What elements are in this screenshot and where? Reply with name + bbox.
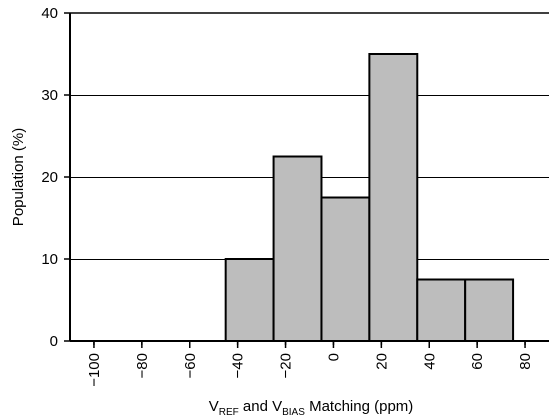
x-tick-label-6: 20 [373, 353, 390, 370]
x-axis-title-part-2: and V [239, 398, 282, 415]
bar-1 [272, 155, 323, 342]
x-tick-labels: −100 −80 −60 −40 −20 0 20 40 60 80 [86, 353, 534, 387]
x-axis-title-part-1: REF [219, 407, 239, 418]
x-tick-label-9: 80 [517, 353, 534, 370]
y-tick-label-4: 40 [41, 5, 58, 22]
x-tick-label-0: −100 [86, 353, 103, 387]
bar-0 [224, 258, 275, 342]
y-tick-label-2: 20 [41, 169, 58, 186]
x-tick-label-2: −60 [182, 353, 199, 378]
x-axis-title-part-0: V [209, 398, 219, 415]
x-tick-label-7: 40 [421, 353, 438, 370]
x-tick-label-8: 60 [469, 353, 486, 370]
x-tick-label-1: −80 [134, 353, 151, 378]
y-tick-labels: 0 10 20 30 40 [41, 5, 58, 350]
x-tick-label-5: 0 [325, 353, 342, 361]
x-tick-label-4: −20 [278, 353, 295, 378]
histogram-bars [224, 53, 515, 342]
y-tick-label-0: 0 [50, 333, 58, 350]
axes [64, 12, 549, 348]
bar-3 [368, 53, 419, 342]
y-tick-label-3: 30 [41, 87, 58, 104]
x-axis-title-part-3: BIAS [282, 407, 305, 418]
y-tick-label-1: 10 [41, 251, 58, 268]
bar-5 [464, 278, 515, 342]
bar-4 [416, 278, 467, 342]
bar-2 [320, 196, 371, 342]
x-tick-label-3: −40 [230, 353, 247, 378]
y-axis-title: Population (%) [10, 128, 27, 226]
x-axis-title-part-4: Matching (ppm) [305, 398, 413, 415]
x-axis-title: VREF and VBIAS Matching (ppm) [209, 398, 414, 418]
